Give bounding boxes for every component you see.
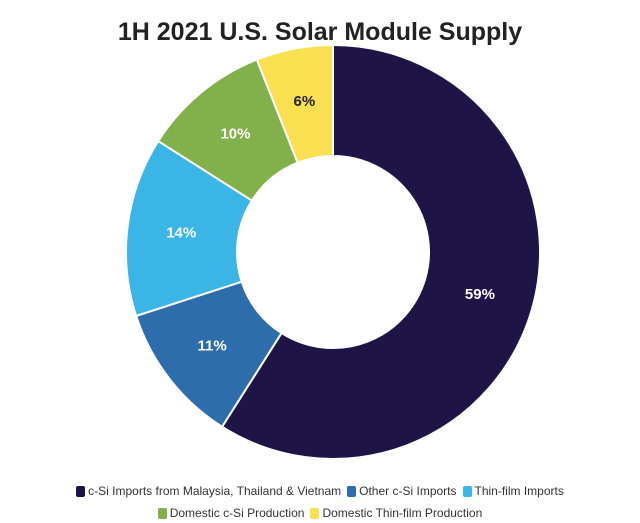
donut-slice [220,43,541,460]
chart-title: 1H 2021 U.S. Solar Module Supply [117,18,523,46]
legend-label: Domestic c-Si Production [169,506,305,520]
donut-slice [125,139,254,318]
slice-data-label: 6% [293,93,315,110]
legend: c-Si Imports from Malaysia, Thailand & V… [0,484,640,520]
legend-label: c-Si Imports from Malaysia, Thailand & V… [88,484,342,498]
legend-item: c-Si Imports from Malaysia, Thailand & V… [76,484,341,498]
legend-swatch [157,507,167,519]
legend-item: Thin-film Imports [462,484,564,498]
legend-swatch [310,507,320,519]
legend-item: Domestic Thin-film Production [310,506,482,520]
donut-slice [255,43,334,165]
legend-label: Other c-Si Imports [359,484,457,498]
legend-item: Domestic c-Si Production [157,506,305,520]
donut-chart: 59% 11% 14% 10% 6% [125,43,541,460]
legend-swatch [462,485,472,497]
legend-label: Thin-film Imports [474,484,564,498]
legend-item: Other c-Si Imports [347,484,457,498]
legend-swatch [347,485,357,497]
legend-swatch [76,485,86,497]
slice-data-label: 10% [220,126,250,143]
legend-label: Domestic Thin-film Production [322,506,483,520]
slice-data-label: 14% [166,224,196,241]
slice-data-label: 11% [198,337,227,354]
slice-data-label: 59% [465,286,495,303]
